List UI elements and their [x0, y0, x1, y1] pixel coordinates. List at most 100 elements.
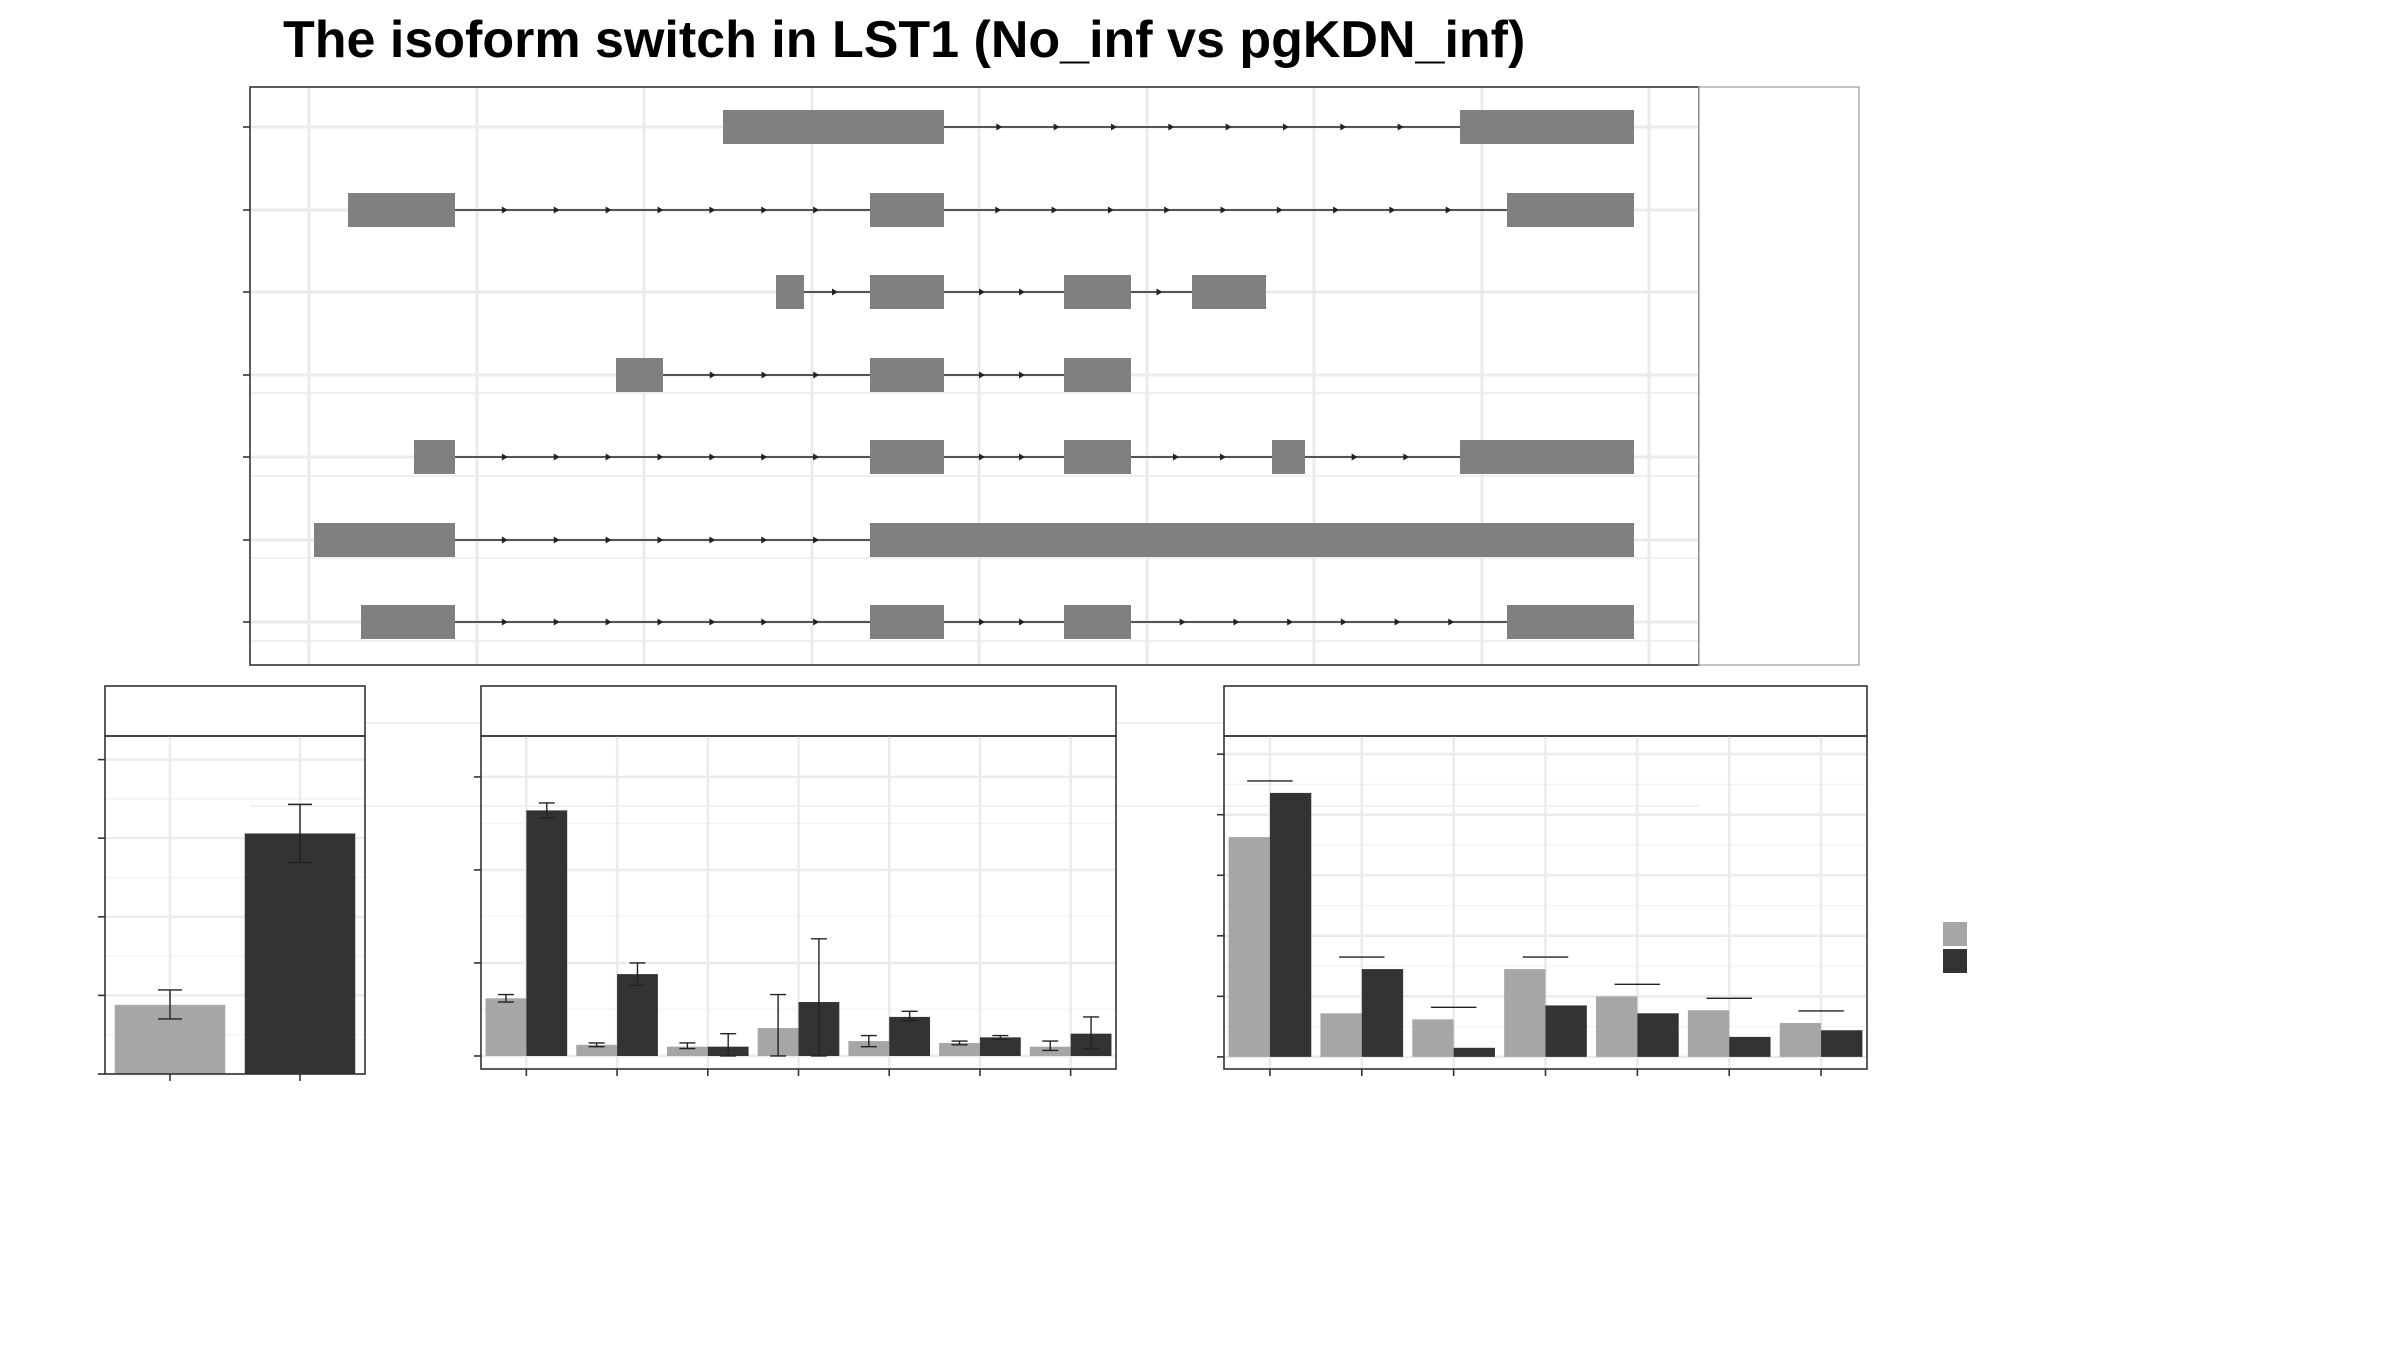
direction-arrow [605, 618, 612, 626]
bar-pgKDN_inf [1453, 1047, 1495, 1057]
bar-No_inf [1779, 1022, 1822, 1057]
direction-arrow [1220, 453, 1226, 461]
direction-arrow [761, 618, 768, 626]
bar-pgKDN_inf [1637, 1013, 1679, 1057]
isoform-expression-panel [474, 685, 1117, 1076]
direction-arrow [996, 123, 1003, 131]
facet-strip [1698, 86, 1860, 666]
direction-arrow [657, 453, 664, 461]
condition-legend [1943, 922, 1967, 973]
bar-No_inf [1596, 996, 1638, 1057]
direction-arrow [761, 371, 768, 379]
bar-pgKDN_inf [1269, 792, 1312, 1057]
exon-block [314, 523, 455, 557]
bar-No_inf [1504, 969, 1546, 1057]
exon-block [1460, 110, 1634, 144]
direction-arrow [553, 618, 560, 626]
bar-pgKDN_inf [979, 1037, 1021, 1056]
exon-block [776, 275, 804, 309]
direction-arrow [553, 453, 560, 461]
bar-pgKDN_inf [617, 974, 658, 1056]
direction-arrow [1156, 288, 1163, 296]
bar-No_inf [848, 1041, 890, 1056]
direction-arrow [553, 536, 560, 544]
direction-arrow [813, 618, 820, 626]
direction-arrow [1394, 618, 1401, 626]
bar-pgKDN_inf [244, 833, 356, 1074]
direction-arrow [1389, 206, 1396, 214]
direction-arrow [605, 536, 612, 544]
panel-border [104, 735, 366, 1075]
direction-arrow [501, 618, 508, 626]
direction-arrow [709, 206, 716, 214]
direction-arrow [979, 453, 985, 461]
exon-block [348, 193, 455, 227]
exon-block [361, 605, 455, 639]
direction-arrow [1019, 618, 1025, 626]
figure-title: The isoform switch in LST1 (No_inf vs pg… [283, 11, 1525, 69]
bar-pgKDN_inf [1821, 1030, 1863, 1057]
exon-block [1064, 605, 1131, 639]
direction-arrow [1340, 618, 1347, 626]
direction-arrow [813, 371, 820, 379]
direction-arrow [1053, 123, 1060, 131]
direction-arrow [979, 288, 985, 296]
bar-No_inf [666, 1046, 708, 1056]
direction-arrow [1351, 453, 1358, 461]
direction-arrow [1019, 288, 1025, 296]
bar-pgKDN_inf [1545, 1005, 1587, 1057]
bar-No_inf [939, 1042, 980, 1056]
direction-arrow [813, 453, 820, 461]
direction-arrow [813, 536, 820, 544]
exon-block [870, 193, 944, 227]
direction-arrow [979, 618, 985, 626]
bar-No_inf [1687, 1010, 1730, 1057]
direction-arrow [709, 536, 716, 544]
panel-strip [104, 685, 366, 737]
direction-arrow [1173, 453, 1179, 461]
exon-block [1064, 275, 1131, 309]
exon-block [414, 440, 455, 474]
direction-arrow [832, 288, 838, 296]
exon-block [616, 358, 663, 392]
exon-block [870, 275, 944, 309]
direction-arrow [761, 206, 768, 214]
exon-block [1460, 440, 1634, 474]
gene-expression-panel [98, 685, 366, 1081]
direction-arrow [709, 371, 716, 379]
direction-arrow [1233, 618, 1240, 626]
exon-block [723, 110, 944, 144]
direction-arrow [1340, 123, 1347, 131]
direction-arrow [709, 453, 716, 461]
direction-arrow [657, 206, 664, 214]
direction-arrow [605, 453, 612, 461]
direction-arrow [1107, 206, 1114, 214]
direction-arrow [979, 371, 985, 379]
panel-strip [480, 685, 1117, 737]
direction-arrow [709, 618, 716, 626]
exon-block [870, 605, 944, 639]
bar-No_inf [485, 998, 527, 1056]
exon-block [1507, 193, 1634, 227]
bar-No_inf [576, 1044, 618, 1056]
bar-pgKDN_inf [1361, 969, 1404, 1057]
direction-arrow [657, 618, 664, 626]
direction-arrow [995, 206, 1002, 214]
direction-arrow [657, 536, 664, 544]
direction-arrow [761, 453, 768, 461]
bar-No_inf [1412, 1019, 1454, 1057]
direction-arrow [501, 453, 508, 461]
direction-arrow [1333, 206, 1340, 214]
direction-arrow [1220, 206, 1227, 214]
direction-arrow [1276, 206, 1283, 214]
direction-arrow [1445, 206, 1452, 214]
direction-arrow [1287, 618, 1294, 626]
direction-arrow [605, 206, 612, 214]
bar-No_inf [1320, 1013, 1362, 1057]
direction-arrow [501, 536, 508, 544]
direction-arrow [813, 206, 820, 214]
direction-arrow [1283, 123, 1289, 131]
direction-arrow [1111, 123, 1117, 131]
bar-No_inf [1228, 837, 1270, 1057]
